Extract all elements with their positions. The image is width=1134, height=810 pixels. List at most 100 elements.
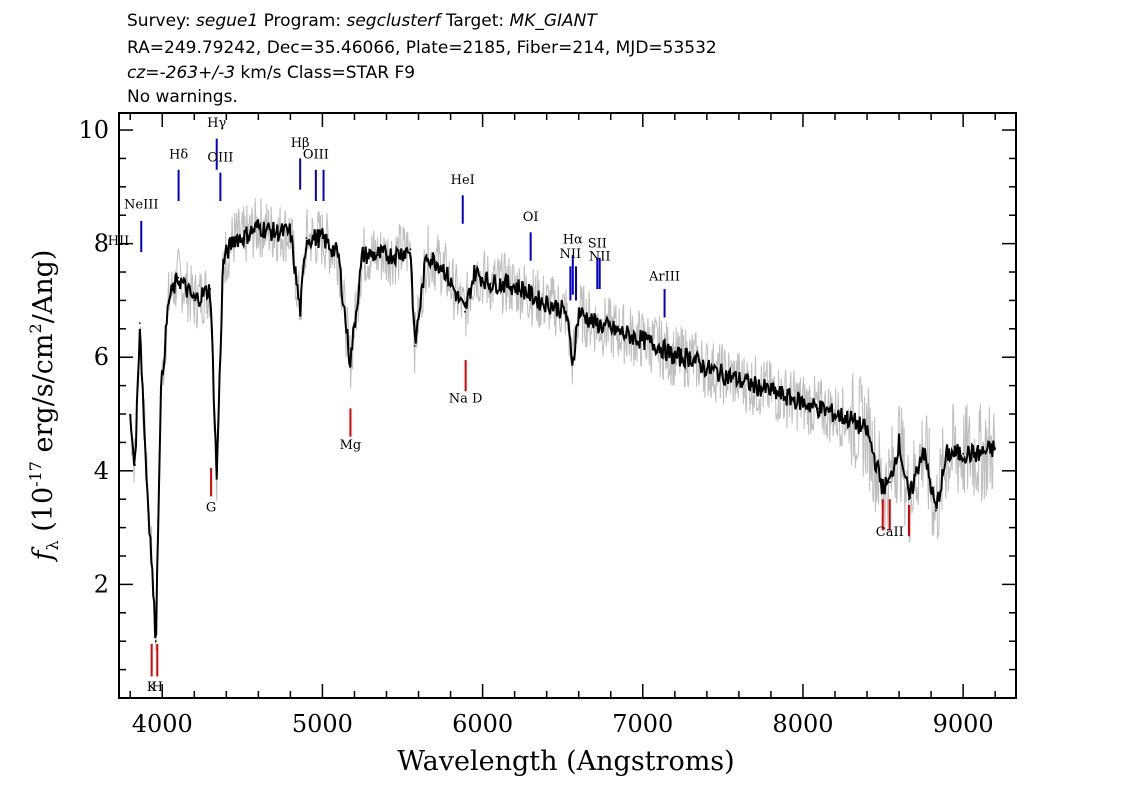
x-tick-label: 9000 — [933, 710, 994, 738]
spectrum-point — [257, 225, 260, 228]
absorption-line-label: G — [206, 501, 216, 516]
header-line-2: RA=249.79242, Dec=35.46066, Plate=2185, … — [127, 38, 717, 58]
absorption-line-label: K — [147, 680, 157, 695]
spectrum-point — [134, 464, 136, 466]
spectrum-point — [377, 254, 380, 256]
y-axis-title-lambda: λ — [43, 540, 62, 550]
absorption-line-label: Na D — [449, 392, 483, 407]
spectrum-point — [241, 237, 244, 239]
target-label: Target: — [445, 11, 505, 31]
spectrum-point — [754, 384, 756, 387]
spectrum-point — [337, 254, 340, 256]
spectrum-point — [209, 288, 212, 290]
survey-value: segue1 — [196, 11, 259, 31]
spectrum-point — [770, 390, 772, 393]
spectrum-point — [489, 282, 492, 285]
spectrum-point — [222, 259, 225, 262]
spectrum-point — [994, 447, 997, 449]
spectrum-point — [305, 237, 308, 239]
spectrum-point — [185, 288, 188, 290]
header-line-3: cz=-263+/-3 km/s Class=STAR F9 — [127, 63, 415, 83]
y-axis-title-sq: 2 — [26, 323, 45, 333]
spectrum-point — [413, 345, 416, 347]
emission-line-label: SII — [588, 237, 607, 252]
spectrum-point — [946, 452, 948, 455]
spectrum-point — [922, 447, 924, 449]
spectrum-point — [834, 413, 836, 415]
spectrum-point — [150, 549, 152, 552]
spectrum-point — [145, 469, 148, 472]
spectrum-point — [321, 237, 324, 239]
spectrum-point — [571, 362, 574, 364]
y-axis-title-scale: (10 — [28, 487, 59, 540]
header-line-1: Survey: segue1 Program: segclusterf Targ… — [127, 11, 597, 31]
spectrum-point — [641, 339, 644, 342]
program-value: segclusterf — [346, 11, 441, 31]
emission-line-label: ArIII — [648, 270, 680, 285]
spectrum-point — [177, 276, 180, 279]
target-value: MK_GIANT — [509, 11, 597, 31]
spectrum-point — [898, 441, 900, 444]
spectrum-point — [786, 396, 788, 398]
spectrum-point — [215, 475, 218, 478]
flux-spectrum — [129, 219, 997, 639]
noise-spectrum — [129, 198, 996, 651]
y-axis-title-per: /Ang) — [28, 250, 59, 324]
survey-label: Survey: — [127, 11, 191, 31]
spectrum-point — [706, 367, 708, 370]
spectrum-point — [521, 288, 524, 290]
y-axis-title-exp: -17 — [26, 461, 45, 487]
spectrum-point — [722, 373, 724, 376]
spectrum-point — [577, 310, 580, 313]
spectrum-point — [978, 452, 981, 455]
spectrum-point — [850, 418, 852, 421]
y-tick-label: 6 — [94, 343, 109, 371]
spectrum-point — [167, 299, 170, 302]
emission-line-label: Hα — [563, 233, 583, 248]
spectrum-point — [593, 322, 596, 324]
spectrum-point — [193, 299, 196, 302]
spectrum-point — [738, 379, 740, 381]
spectrum-point — [866, 430, 868, 432]
x-tick-label: 5000 — [292, 710, 353, 738]
y-tick-label: 8 — [94, 230, 109, 258]
absorption-line-label: H — [152, 680, 163, 695]
spectrum-point — [818, 407, 820, 410]
spectrum-point — [201, 293, 204, 296]
y-tick-label: 4 — [94, 457, 109, 485]
spectrum-point — [625, 333, 628, 336]
plot-content — [119, 138, 997, 677]
spectrum-point — [657, 345, 660, 347]
spectrum-point — [553, 305, 556, 307]
emission-line-label: HeI — [451, 173, 475, 188]
emission-line-label: Hδ — [169, 147, 188, 162]
program-label: Program: — [263, 11, 342, 31]
spectrum-point — [802, 401, 804, 404]
x-tick-label: 8000 — [772, 710, 833, 738]
y-tick-label: 10 — [78, 116, 109, 144]
absorption-line-label: CaII — [876, 525, 904, 540]
plot-frame — [118, 112, 1017, 699]
y-tick-label: 2 — [94, 570, 109, 598]
emission-line-label: NII — [589, 250, 611, 265]
spectrum-point — [361, 254, 364, 256]
y-axis-title-f: f — [28, 546, 59, 562]
spectrum-point — [689, 356, 692, 359]
x-tick-label: 4000 — [132, 710, 193, 738]
spectrum-point — [299, 310, 302, 313]
emission-line-label: OI — [523, 210, 539, 225]
spectrum-point — [154, 640, 157, 643]
spectrum-point — [609, 327, 612, 330]
x-axis-title: Wavelength (Angstroms) — [397, 746, 734, 777]
x-tick-label: 7000 — [612, 710, 673, 738]
spectrum-point — [289, 231, 292, 234]
y-axis-title: fλ (10-17 erg/s/cm2/Ang) — [26, 250, 62, 563]
emission-line-label: Hγ — [207, 116, 226, 131]
y-axis-title-units: erg/s/cm — [28, 334, 59, 462]
spectrum-point — [349, 362, 351, 364]
redshift-value: cz=-263+/-3 — [127, 63, 236, 83]
spectrum-point — [273, 231, 276, 234]
x-tick-label: 6000 — [452, 710, 513, 738]
